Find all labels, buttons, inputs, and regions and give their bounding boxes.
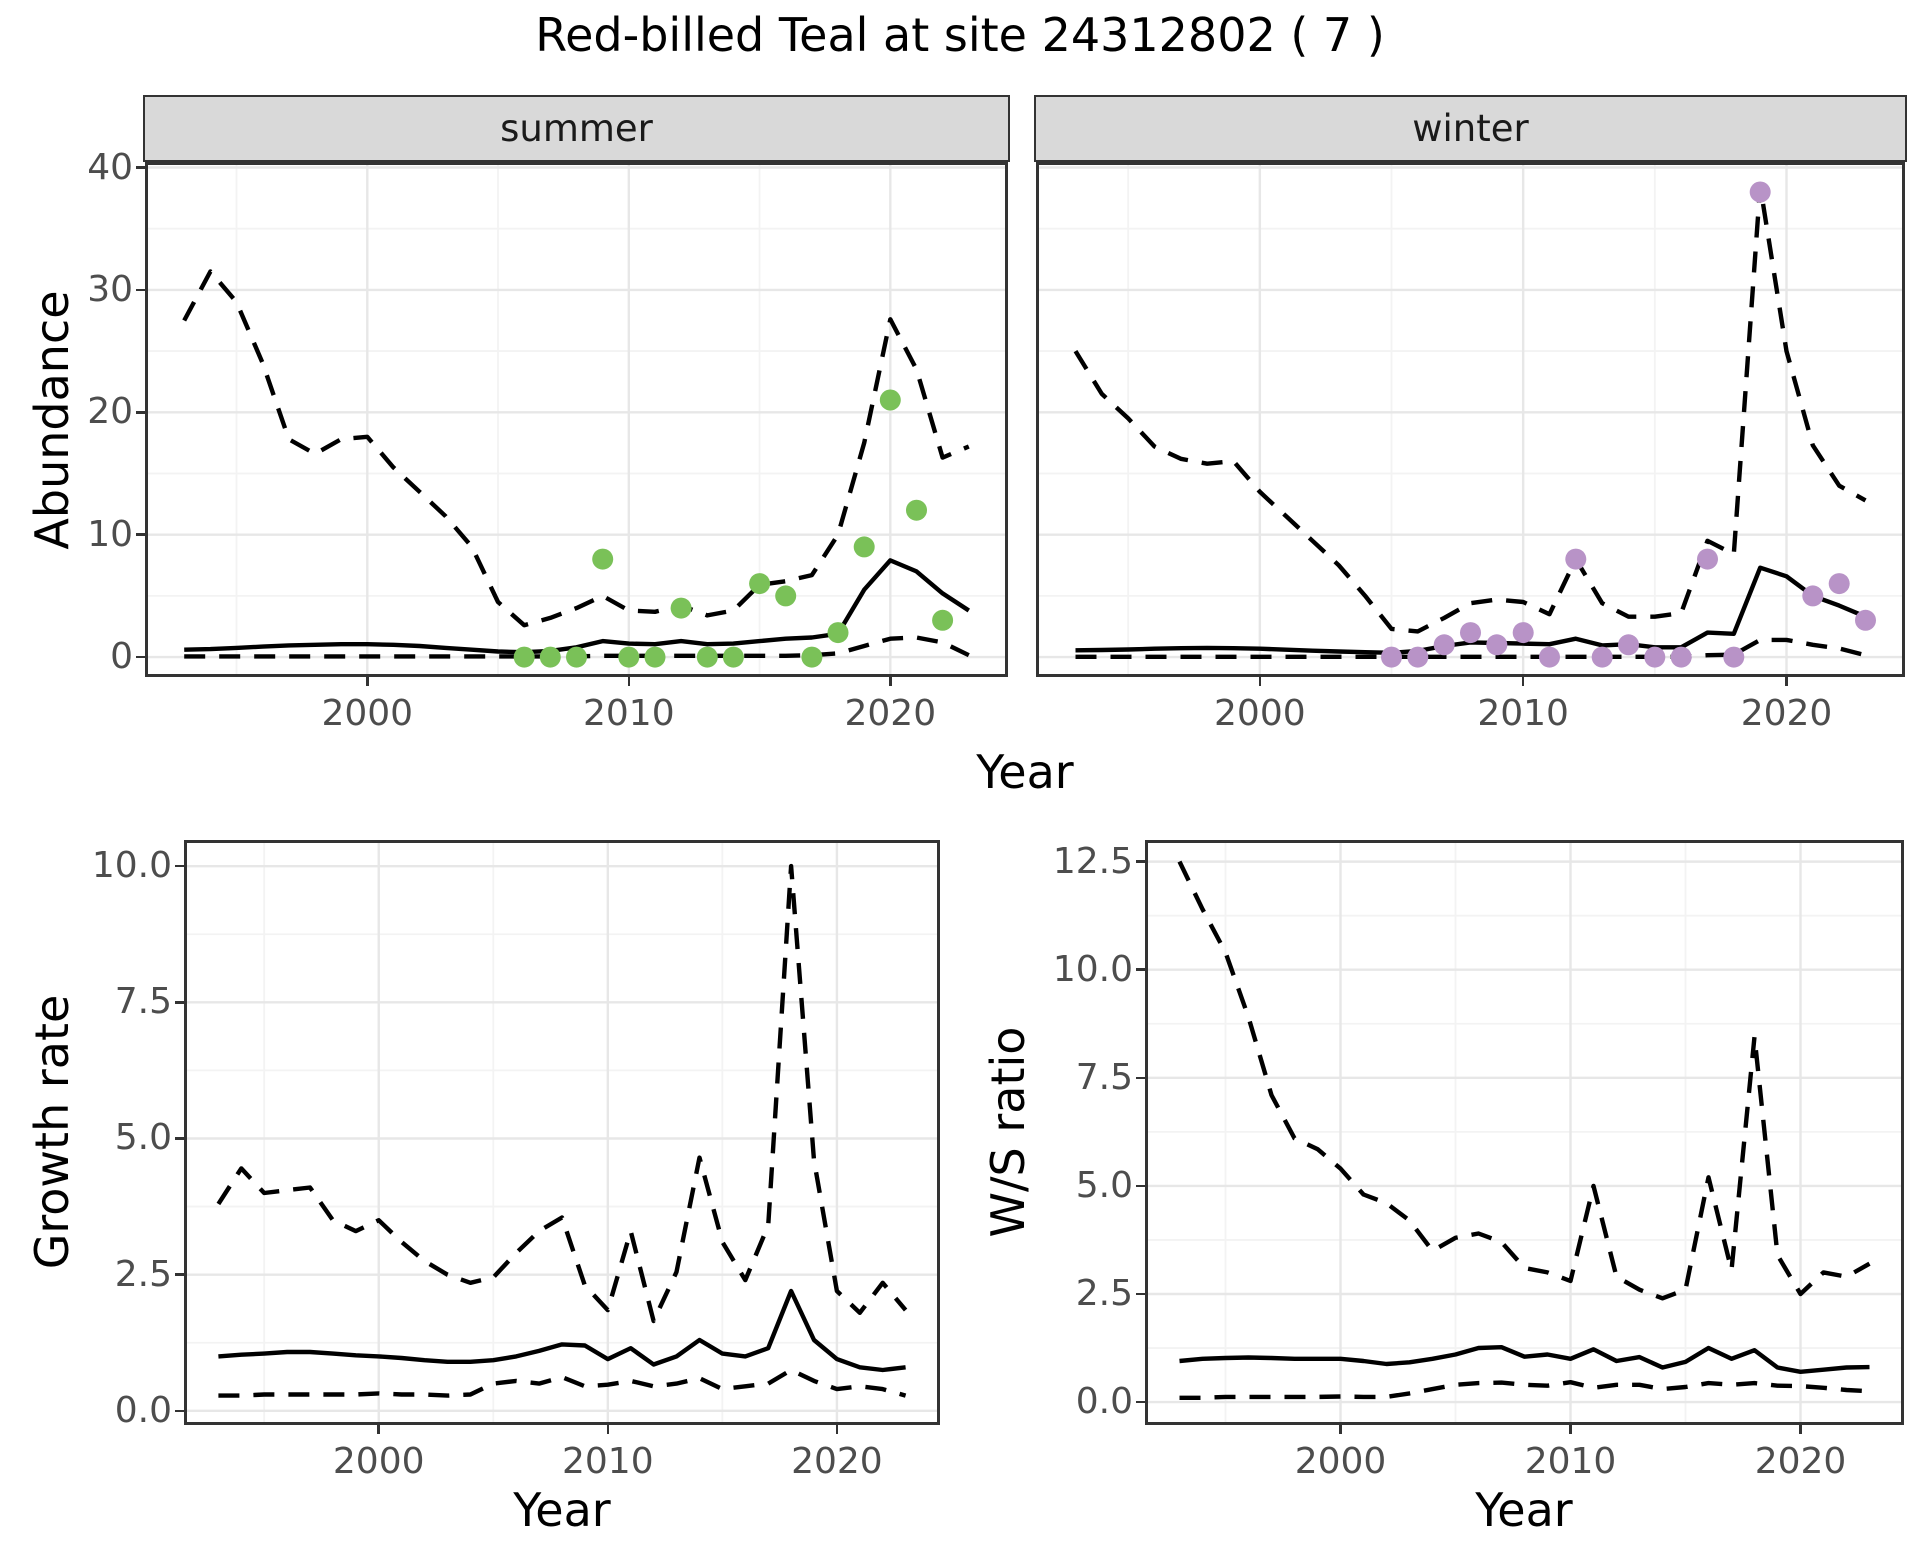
minor-gridlines: [1145, 840, 1904, 1425]
tick-mark: [1339, 1425, 1342, 1434]
tick-mark: [175, 1137, 184, 1140]
tick-mark: [1136, 968, 1145, 971]
x-tick-label: 2020: [1754, 1441, 1847, 1482]
tick-mark: [175, 1409, 184, 1413]
tick-mark: [136, 533, 145, 536]
y-tick-label: 5.0: [1075, 1164, 1133, 1206]
tick-mark: [1569, 1425, 1572, 1434]
tick-mark: [1136, 1292, 1145, 1296]
lower_95CI-line: [1075, 637, 1867, 659]
y-tick-label: 5.0: [114, 1117, 172, 1159]
x-tick-label: 2010: [1477, 693, 1569, 734]
major-gridlines: [145, 162, 1008, 677]
panel-ws-ratio: [1145, 840, 1904, 1425]
minor-gridlines: [1036, 162, 1905, 677]
panel-abundance-summer: [145, 162, 1008, 677]
upper_95CI-line: [1177, 860, 1871, 1301]
upper_95CI-line: [182, 269, 970, 628]
tick-mark: [1136, 860, 1145, 863]
tick-mark: [1521, 677, 1525, 686]
upper_95CI-line: [216, 863, 908, 1324]
facet-strip-winter-label: winter: [1412, 107, 1529, 150]
x-axis-title-year-top: Year: [976, 745, 1074, 799]
x-tick-label: 2020: [1740, 693, 1833, 734]
y-tick-label: 2.5: [1075, 1272, 1133, 1314]
y-tick-label: 12.5: [1052, 840, 1133, 882]
upper_95CI-line: [1073, 183, 1867, 634]
x-tick-label: 2000: [332, 1441, 425, 1482]
y-tick-label: 10.0: [91, 845, 172, 887]
lower_95CI-line: [218, 1367, 907, 1398]
tick-mark: [835, 1425, 839, 1434]
median-line: [218, 1288, 906, 1373]
minor-gridlines: [145, 162, 1008, 677]
tick-mark: [136, 288, 145, 292]
tick-mark: [175, 1001, 184, 1004]
tick-mark: [606, 1425, 610, 1434]
x-tick-label: 2020: [844, 693, 937, 734]
y-tick-label: 10: [87, 513, 133, 555]
x-axis-title-year-bottom-right: Year: [1475, 1483, 1573, 1537]
x-tick-label: 2010: [562, 1441, 654, 1482]
observed-points: [1381, 181, 1876, 668]
y-tick-label: 40: [87, 146, 133, 188]
tick-mark: [366, 677, 369, 686]
panel-abundance-winter: [1036, 162, 1905, 677]
x-tick-label: 2020: [791, 1441, 883, 1482]
panel-growth-rate: [184, 840, 940, 1425]
y-tick-label: 7.5: [1075, 1056, 1133, 1098]
tick-mark: [136, 655, 145, 659]
x-tick-label: 2000: [1214, 693, 1306, 734]
x-tick-label: 2000: [321, 693, 414, 734]
facet-strip-summer-label: summer: [500, 107, 653, 150]
tick-mark: [1136, 1184, 1145, 1188]
y-tick-label: 0.0: [114, 1389, 172, 1431]
tick-mark: [377, 1425, 380, 1434]
figure-title: Red-billed Teal at site 24312802 ( 7 ): [535, 8, 1385, 62]
tick-mark: [136, 166, 145, 169]
tick-mark: [1136, 1076, 1145, 1080]
y-tick-label: 0.0: [1075, 1381, 1133, 1423]
y-tick-label: 7.5: [114, 981, 172, 1023]
tick-mark: [175, 1273, 184, 1276]
tick-mark: [175, 864, 184, 868]
tick-mark: [1136, 1400, 1145, 1404]
y-tick-label: 30: [87, 268, 133, 310]
tick-mark: [889, 677, 892, 686]
y-tick-label: 10.0: [1052, 948, 1133, 990]
x-tick-label: 2010: [582, 693, 675, 734]
lower_95CI-line: [1179, 1380, 1870, 1400]
tick-mark: [136, 411, 145, 414]
tick-mark: [627, 677, 631, 686]
x-tick-label: 2010: [1524, 1441, 1617, 1482]
x-tick-label: 2000: [1294, 1441, 1387, 1482]
tick-mark: [1258, 677, 1262, 686]
facet-strip-winter: winter: [1034, 95, 1907, 162]
x-axis-title-year-bottom-left: Year: [513, 1483, 611, 1537]
y-tick-label: 2.5: [114, 1253, 172, 1295]
observed-points: [513, 389, 954, 668]
major-gridlines: [1145, 840, 1904, 1425]
tick-mark: [1799, 1425, 1802, 1434]
y-tick-label: 20: [87, 391, 133, 433]
tick-mark: [1785, 677, 1788, 686]
median-line: [1179, 1345, 1870, 1374]
y-tick-label: 0: [110, 636, 133, 678]
facet-strip-summer: summer: [143, 95, 1010, 162]
